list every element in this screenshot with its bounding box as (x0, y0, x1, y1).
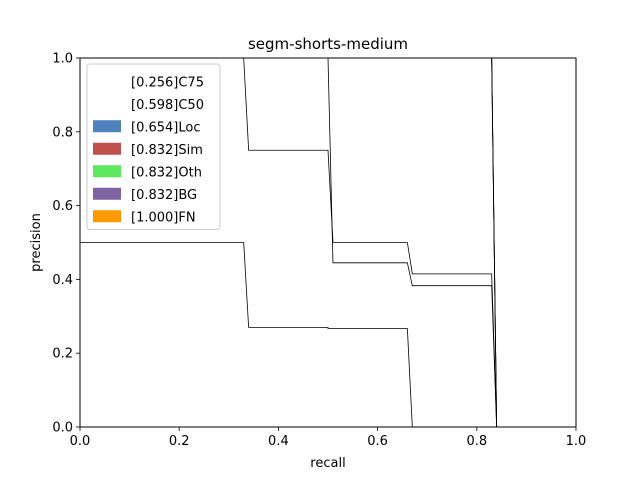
y-tick-label: 0.6 (52, 199, 73, 214)
legend-label: [0.832]Oth (131, 165, 202, 180)
legend-label: [0.654]Loc (131, 120, 200, 135)
y-tick-label: 0.4 (52, 273, 73, 288)
legend-swatch (93, 187, 121, 200)
x-tick-label: 0.2 (169, 434, 190, 449)
legend-swatch (93, 165, 121, 178)
legend-label: [1.000]FN (131, 210, 196, 225)
legend-swatch (93, 210, 121, 223)
y-tick-label: 0.8 (52, 125, 73, 140)
series-line (80, 242, 413, 428)
y-tick-label: 0.0 (52, 421, 73, 436)
chart-title: segm-shorts-medium (248, 35, 408, 53)
y-axis-ticks: 0.0 0.2 0.4 0.6 0.8 1.0 (52, 52, 80, 436)
x-tick-label: 1.0 (566, 434, 587, 449)
x-tick-label: 0.0 (70, 434, 91, 449)
legend-label: [0.832]Sim (131, 143, 203, 158)
series-line (327, 57, 498, 428)
legend-label: [0.598]C50 (131, 98, 204, 113)
legend-swatch (93, 120, 121, 133)
plot-frame (79, 57, 577, 428)
x-tick-label: 0.8 (466, 434, 487, 449)
y-tick-label: 1.0 (52, 52, 73, 67)
series-line (491, 57, 498, 428)
x-tick-label: 0.4 (268, 434, 289, 449)
legend: [0.256]C75 [0.598]C50 [0.654]Loc [0.832]Sim… (86, 63, 221, 230)
x-tick-label: 0.6 (367, 434, 388, 449)
legend-swatch (93, 75, 121, 88)
legend-swatch (93, 142, 121, 155)
y-axis-label: precision (29, 213, 44, 272)
x-axis-ticks: 0.0 0.2 0.4 0.6 0.8 1.0 (70, 427, 587, 449)
legend-label: [0.256]C75 (131, 75, 204, 90)
legend-swatch (93, 97, 121, 110)
x-axis-label: recall (310, 456, 345, 471)
y-tick-label: 0.2 (52, 347, 73, 362)
legend-label: [0.832]BG (131, 188, 197, 203)
series-line (243, 57, 498, 428)
